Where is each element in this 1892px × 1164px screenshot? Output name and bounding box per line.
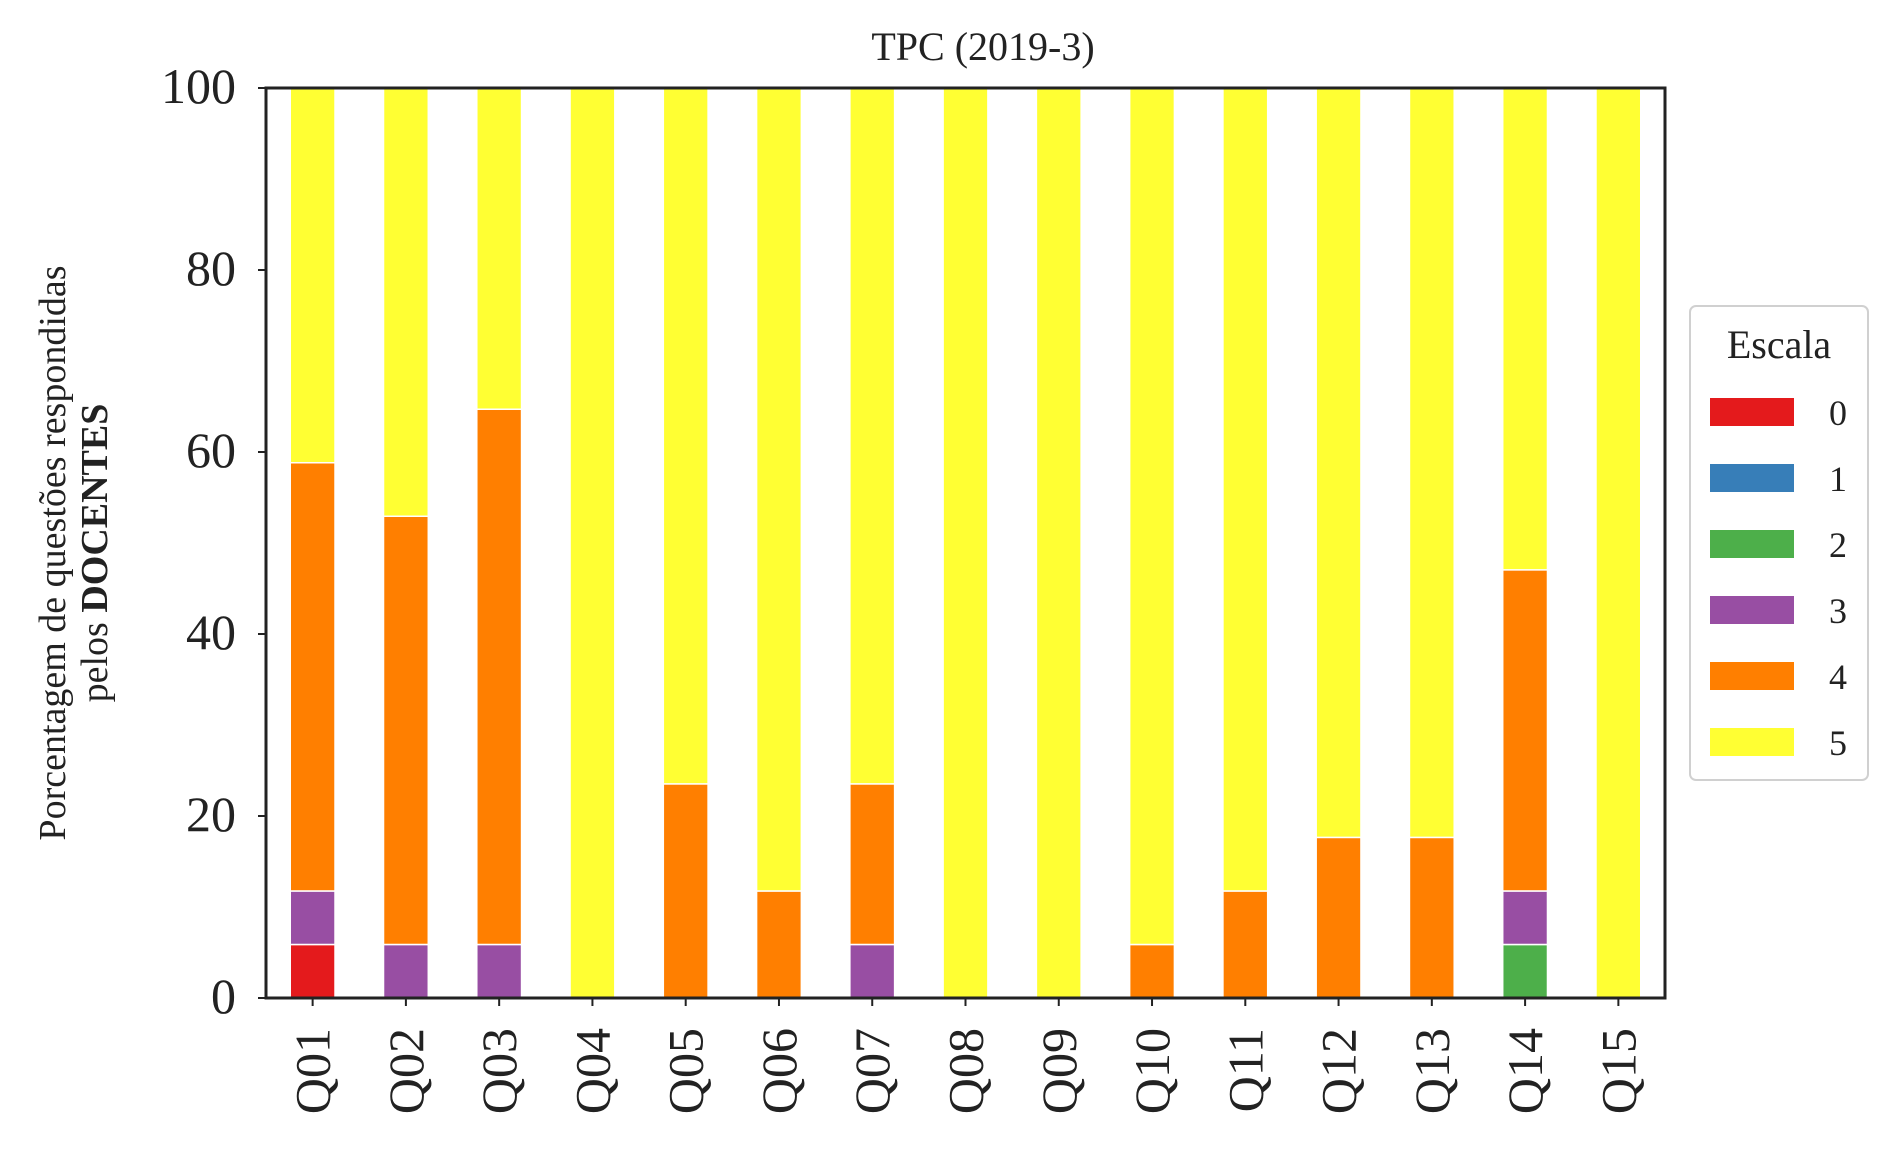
bar-segment-q09-scale-5 — [1035, 87, 1082, 999]
legend-label-0: 0 — [1829, 393, 1847, 433]
bar-segment-q01-scale-5 — [289, 87, 336, 464]
bar-segment-q06-scale-4 — [755, 890, 803, 999]
x-tick-label: Q12 — [1311, 1028, 1367, 1114]
bar-segment-q03-scale-5 — [476, 87, 523, 410]
bar-segment-q10-scale-5 — [1128, 87, 1176, 946]
bar-segment-q14-scale-4 — [1501, 569, 1549, 892]
y-tick-label: 80 — [186, 240, 236, 296]
bar-segment-q05-scale-4 — [662, 783, 709, 999]
legend-swatch-5 — [1710, 728, 1794, 756]
bar-segment-q02-scale-4 — [382, 515, 430, 946]
legend-label-5: 5 — [1829, 723, 1847, 763]
bar-segment-q06-scale-5 — [755, 87, 803, 892]
legend: Escala 0 1 2 3 4 5 — [1689, 305, 1869, 781]
bar-segment-q02-scale-5 — [382, 87, 430, 517]
x-tick-label: Q06 — [751, 1028, 807, 1114]
bar-segment-q10-scale-4 — [1128, 943, 1176, 999]
legend-swatch-4 — [1710, 662, 1794, 690]
x-tick-label: Q14 — [1497, 1028, 1553, 1114]
legend-label-2: 2 — [1829, 525, 1847, 565]
legend-label-3: 3 — [1829, 591, 1847, 631]
bar-segment-q03-scale-4 — [476, 408, 523, 946]
x-tick-label: Q15 — [1590, 1028, 1646, 1114]
x-axis-ticks: Q01 Q02 Q03 Q04 Q05 Q06 Q07 Q08 Q09 Q10 Q11 Q12 Q13 Q… — [285, 998, 1646, 1114]
legend-label-4: 4 — [1829, 657, 1847, 697]
x-tick-label: Q01 — [285, 1028, 341, 1114]
x-tick-label: Q05 — [658, 1028, 714, 1114]
bar-segment-q07-scale-4 — [849, 783, 896, 946]
y-axis-label-line2: pelos DOCENTES — [74, 404, 116, 703]
y-axis-label: Porcentagem de questões respondidas pelo… — [32, 265, 116, 840]
x-tick-label: Q03 — [471, 1028, 527, 1114]
x-tick-label: Q08 — [938, 1028, 994, 1114]
bar-segment-q07-scale-5 — [849, 87, 896, 785]
bar-segment-q15-scale-5 — [1595, 87, 1642, 999]
legend-label-1: 1 — [1829, 459, 1847, 499]
bar-segment-q05-scale-5 — [662, 87, 709, 785]
bar-segment-q08-scale-5 — [942, 87, 989, 999]
y-tick-label: 40 — [186, 604, 236, 660]
bar-segment-q12-scale-5 — [1315, 87, 1362, 839]
x-tick-label: Q09 — [1031, 1028, 1087, 1114]
x-tick-label: Q10 — [1124, 1028, 1180, 1114]
x-tick-label: Q02 — [378, 1028, 434, 1114]
bar-segment-q11-scale-5 — [1222, 87, 1269, 892]
bar-segment-q13-scale-4 — [1408, 836, 1455, 999]
y-axis-label-line2-prefix: pelos — [74, 613, 116, 703]
chart-title: TPC (2019-3) — [871, 24, 1094, 69]
x-tick-label: Q11 — [1217, 1028, 1273, 1112]
y-tick-label: 20 — [186, 786, 236, 842]
legend-swatch-3 — [1710, 596, 1794, 624]
bar-segment-q12-scale-4 — [1315, 836, 1362, 999]
bar-segment-q14-scale-5 — [1501, 87, 1549, 571]
legend-items: 0 1 2 3 4 5 — [1710, 393, 1847, 763]
legend-title: Escala — [1727, 322, 1832, 367]
bar-segment-q07-scale-3 — [849, 943, 896, 999]
bar-segment-q01-scale-0 — [289, 943, 336, 999]
bars-layer — [289, 87, 1642, 999]
x-tick-label: Q07 — [844, 1028, 900, 1114]
bar-segment-q14-scale-2 — [1501, 943, 1549, 999]
y-axis-ticks: 0 20 40 60 80 100 — [161, 58, 266, 1024]
y-axis-label-line2-bold: DOCENTES — [74, 404, 116, 613]
legend-swatch-1 — [1710, 464, 1794, 492]
bar-segment-q01-scale-3 — [289, 890, 336, 946]
x-tick-label: Q04 — [564, 1028, 620, 1114]
y-axis-label-line1: Porcentagem de questões respondidas — [32, 265, 74, 840]
bar-segment-q11-scale-4 — [1222, 890, 1269, 999]
y-tick-label: 60 — [186, 422, 236, 478]
bar-segment-q03-scale-3 — [476, 943, 523, 999]
bar-segment-q01-scale-4 — [289, 461, 336, 892]
bar-segment-q14-scale-3 — [1501, 890, 1549, 946]
plot-area-frame — [264, 86, 1667, 1000]
legend-swatch-2 — [1710, 530, 1794, 558]
bar-segment-q13-scale-5 — [1408, 87, 1455, 839]
bar-segment-q02-scale-3 — [382, 943, 430, 999]
legend-swatch-0 — [1710, 398, 1794, 426]
y-tick-label: 100 — [161, 58, 236, 114]
y-tick-label: 0 — [211, 968, 236, 1024]
x-tick-label: Q13 — [1404, 1028, 1460, 1114]
bar-segment-q04-scale-5 — [569, 87, 616, 999]
